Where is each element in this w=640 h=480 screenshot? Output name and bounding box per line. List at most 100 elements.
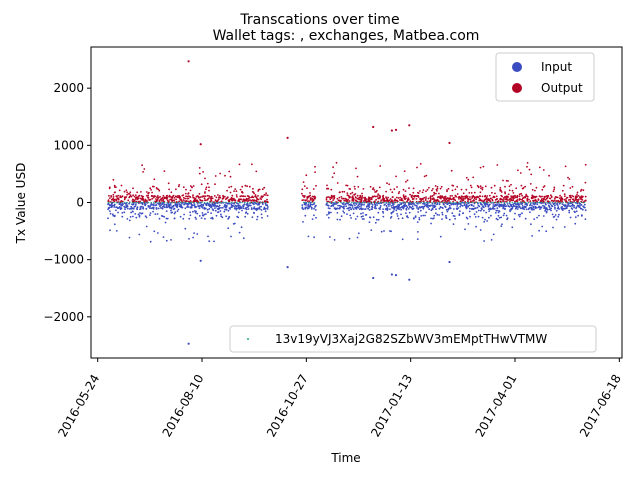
- point-output: [126, 191, 128, 194]
- point-output: [210, 198, 212, 200]
- point-output: [163, 170, 166, 173]
- point-input: [357, 206, 360, 209]
- point-output: [564, 195, 566, 198]
- point-input: [506, 217, 509, 220]
- point-output: [171, 199, 174, 202]
- point-input: [445, 214, 447, 217]
- point-address: [166, 201, 168, 204]
- legend-marker-output: [512, 83, 522, 93]
- point-output: [391, 191, 394, 194]
- point-input: [123, 211, 126, 214]
- point-address: [532, 201, 535, 204]
- point-address: [353, 201, 356, 204]
- point-output: [158, 200, 161, 202]
- point-input: [210, 204, 213, 207]
- point-output: [241, 191, 244, 194]
- point-input: [521, 212, 523, 215]
- point-output: [325, 198, 328, 201]
- point-input: [551, 205, 554, 208]
- x-tick-label: 2016-10-27: [264, 372, 311, 439]
- point-input: [261, 216, 263, 219]
- point-output: [112, 193, 115, 196]
- point-output: [499, 187, 502, 189]
- point-output: [471, 195, 474, 198]
- point-output: [407, 198, 409, 201]
- point-input: [352, 208, 355, 211]
- point-input: [187, 206, 190, 208]
- point-output: [512, 199, 515, 202]
- point-input: [134, 205, 137, 208]
- point-address: [155, 201, 158, 204]
- point-address: [527, 201, 530, 204]
- point-input: [236, 204, 239, 207]
- point-address: [201, 201, 203, 204]
- point-output: [470, 201, 472, 204]
- point-input: [446, 210, 449, 213]
- point-output: [186, 195, 189, 198]
- point-input: [166, 217, 169, 220]
- point-output: [450, 169, 453, 172]
- point-output: [532, 196, 534, 199]
- point-output: [584, 163, 587, 166]
- point-input: [495, 217, 498, 220]
- point-input: [498, 210, 501, 213]
- point-output: [423, 175, 426, 178]
- point-address: [343, 201, 345, 204]
- point-input: [534, 206, 537, 209]
- point-input: [551, 213, 554, 216]
- point-input: [418, 206, 421, 208]
- point-output: [265, 194, 267, 196]
- point-output: [197, 195, 200, 198]
- point-input: [483, 220, 486, 223]
- point-input: [328, 211, 331, 214]
- legend-label-output: Output: [541, 81, 583, 95]
- point-output: [159, 195, 162, 198]
- point-output: [340, 199, 342, 202]
- point-address: [511, 201, 514, 204]
- point-output: [357, 186, 360, 188]
- point-input: [575, 210, 578, 213]
- point-output: [553, 188, 556, 191]
- point-input: [165, 217, 168, 220]
- point-input: [454, 217, 456, 220]
- point-output: [261, 188, 264, 191]
- point-output: [494, 192, 496, 195]
- point-output: [473, 197, 476, 200]
- point-input: [469, 215, 471, 218]
- point-output: [213, 195, 216, 197]
- point-input: [157, 232, 159, 234]
- point-output: [266, 201, 269, 204]
- point-output: [115, 186, 117, 189]
- point-output: [120, 184, 123, 187]
- point-output: [386, 182, 388, 185]
- point-output: [137, 197, 140, 200]
- point-address: [385, 201, 388, 204]
- point-input: [550, 209, 552, 212]
- point-output: [198, 193, 201, 195]
- point-output: [203, 197, 206, 200]
- point-output: [561, 198, 564, 201]
- point-input: [459, 210, 461, 213]
- point-output: [397, 192, 400, 195]
- point-input: [572, 204, 575, 207]
- point-address: [455, 201, 457, 204]
- point-output: [471, 200, 474, 202]
- point-input: [492, 206, 494, 208]
- point-address: [313, 201, 316, 204]
- point-output: [376, 195, 379, 198]
- point-output: [538, 195, 541, 198]
- point-output: [204, 195, 207, 198]
- point-address: [332, 201, 334, 204]
- point-output: [428, 186, 430, 189]
- point-input: [224, 206, 227, 208]
- point-address: [179, 201, 182, 204]
- point-output: [379, 196, 381, 199]
- point-output: [265, 192, 267, 195]
- point-output: [347, 198, 349, 201]
- point-input: [517, 214, 520, 216]
- point-output: [389, 188, 392, 191]
- point-output: [149, 187, 152, 190]
- point-output: [360, 199, 363, 202]
- point-input: [401, 238, 404, 241]
- point-output: [458, 196, 461, 199]
